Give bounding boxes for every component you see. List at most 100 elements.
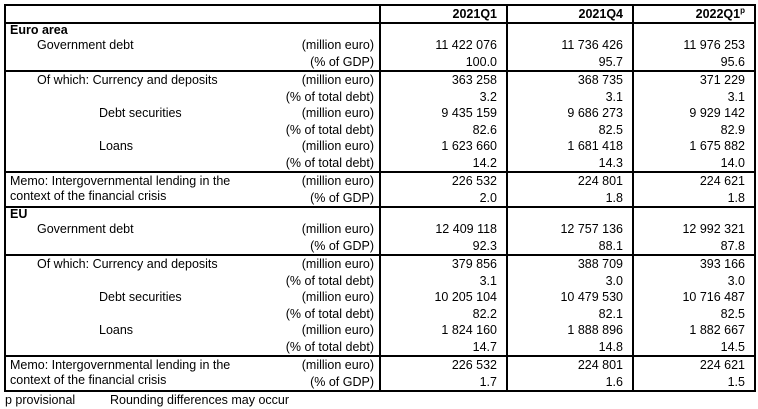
- value-cell-2021q1: 379 856: [379, 254, 507, 273]
- empty-value-cell: [506, 206, 633, 221]
- value-cell-2021q1: 363 258: [379, 70, 507, 89]
- table-row: (% of total debt) 14.7 14.8 14.5: [5, 338, 755, 357]
- value-cell-2022q1: 12 992 321: [632, 221, 755, 238]
- row-unit-label: (% of GDP): [310, 190, 374, 205]
- table-row: Loans (million euro) 1 824 160 1 888 896 1 8…: [5, 322, 755, 339]
- row-label: [5, 122, 241, 139]
- row-unit-label: (% of total debt): [285, 339, 374, 354]
- row-label: Loans: [99, 139, 134, 153]
- value-cell-2021q1: 14.7: [379, 338, 507, 356]
- row-unit-label: (% of total debt): [285, 306, 374, 321]
- table-row: Memo: Intergovernmental lending in the c…: [5, 355, 755, 391]
- section-header-row: EU: [5, 206, 755, 221]
- value-cell-2021q4: 1.8: [506, 189, 633, 207]
- header-col-2022q1: 2022Q1p: [632, 5, 755, 24]
- section-header-row: Euro area: [5, 23, 755, 37]
- value-cell-2021q1: 3.1: [379, 272, 507, 289]
- row-unit-label: (% of total debt): [285, 89, 374, 104]
- header-col-2021q1: 2021Q1: [379, 5, 507, 24]
- value-cell-2021q4: 14.3: [506, 154, 633, 172]
- value-cell-2021q1: 12 409 118: [379, 221, 507, 238]
- header-col-2022q1-label: 2022Q1: [695, 7, 741, 21]
- row-label: Debt securities: [99, 290, 182, 304]
- table-row: (% of total debt) 3.1 3.0 3.0: [5, 272, 755, 290]
- table-row: (% of total debt) 82.6 82.5 82.9: [5, 121, 755, 139]
- row-unit-label: (million euro): [301, 38, 374, 52]
- value-cell-2021q1: 9 435 159: [379, 105, 507, 122]
- value-cell-2021q4: 1 888 896: [506, 322, 633, 339]
- row-unit-label: (million euro): [241, 171, 380, 190]
- value-cell-2021q4: 1.6: [506, 373, 633, 391]
- row-label: [5, 273, 241, 290]
- row-label: Of which: Currency and deposits: [5, 70, 241, 89]
- value-cell-2022q1: 87.8: [632, 237, 755, 255]
- value-cell-2021q1: 92.3: [379, 237, 507, 255]
- row-unit-label: (% of total debt): [285, 122, 374, 137]
- row-unit-label: (million euro): [301, 222, 374, 236]
- value-cell-2021q4: 82.5: [506, 121, 633, 138]
- row-label: Government debt: [37, 38, 134, 52]
- row-label: [5, 155, 241, 173]
- row-label: Debt securities: [99, 106, 182, 120]
- value-cell-2021q4: 14.8: [506, 338, 633, 356]
- value-cell-2021q4: 224 801: [506, 171, 633, 190]
- value-cell-2022q1: 10 716 487: [632, 289, 755, 306]
- table-footnotes: p provisional Rounding differences may o…: [4, 394, 754, 409]
- section-label: EU: [5, 206, 380, 221]
- row-unit-label: (% of total debt): [285, 273, 374, 288]
- value-cell-2021q4: 388 709: [506, 254, 633, 273]
- table-row: (% of GDP) 2.0 1.8 1.8: [5, 189, 755, 207]
- value-cell-2021q4: 1 681 418: [506, 138, 633, 155]
- table-header-row: 2021Q1 2021Q4 2022Q1p: [5, 5, 755, 24]
- section-label: Euro area: [10, 23, 68, 37]
- row-unit-label: (million euro): [301, 290, 374, 304]
- value-cell-2021q4: 11 736 426: [506, 37, 633, 54]
- row-label: [5, 89, 241, 106]
- value-cell-2021q4: 82.1: [506, 305, 633, 322]
- value-cell-2021q1: 10 205 104: [379, 289, 507, 306]
- value-cell-2021q4: 10 479 530: [506, 289, 633, 306]
- value-cell-2021q1: 82.6: [379, 121, 507, 138]
- value-cell-2021q4: 368 735: [506, 70, 633, 89]
- value-cell-2021q4: 95.7: [506, 53, 633, 71]
- row-label: [5, 339, 241, 357]
- provisional-flag-superscript: p: [740, 5, 745, 15]
- empty-value-cell: [632, 206, 755, 221]
- value-cell-2021q4: 9 686 273: [506, 105, 633, 122]
- value-cell-2022q1: 1 675 882: [632, 138, 755, 155]
- row-label-memo: Memo: Intergovernmental lending in the c…: [5, 355, 241, 391]
- value-cell-2021q4: 88.1: [506, 237, 633, 255]
- value-cell-2022q1: 1 882 667: [632, 322, 755, 339]
- row-label: [5, 306, 241, 323]
- value-cell-2021q1: 11 422 076: [379, 37, 507, 54]
- row-unit-label: (million euro): [301, 106, 374, 120]
- value-cell-2021q1: 1.7: [379, 373, 507, 391]
- table-row: (% of total debt) 14.2 14.3 14.0: [5, 154, 755, 173]
- table-row: (% of total debt) 82.2 82.1 82.5: [5, 305, 755, 323]
- table-row: Government debt (million euro) 12 409 118 1…: [5, 221, 755, 238]
- value-cell-2021q1: 1 824 160: [379, 322, 507, 339]
- value-cell-2021q4: 3.1: [506, 88, 633, 105]
- table-row: (% of total debt) 3.2 3.1 3.1: [5, 88, 755, 106]
- header-col-2021q4: 2021Q4: [506, 5, 633, 24]
- table-row: Debt securities (million euro) 10 205 104 1…: [5, 289, 755, 306]
- value-cell-2022q1: 82.5: [632, 305, 755, 322]
- row-unit-label: (million euro): [301, 139, 374, 153]
- table-row: Memo: Intergovernmental lending in the c…: [5, 171, 755, 207]
- table-row: (% of GDP) 100.0 95.7 95.6: [5, 53, 755, 71]
- empty-value-cell: [632, 23, 755, 37]
- table-row: Government debt (million euro) 11 422 076 1…: [5, 37, 755, 54]
- row-unit-label: (% of total debt): [285, 155, 374, 170]
- table-row: Of which: Currency and deposits (million …: [5, 70, 755, 89]
- value-cell-2022q1: 14.0: [632, 154, 755, 172]
- empty-value-cell: [379, 206, 507, 221]
- value-cell-2022q1: 1.5: [632, 373, 755, 391]
- table-row: Loans (million euro) 1 623 660 1 681 418 1 6…: [5, 138, 755, 155]
- value-cell-2022q1: 14.5: [632, 338, 755, 356]
- value-cell-2022q1: 224 621: [632, 355, 755, 374]
- row-label: [5, 238, 241, 256]
- row-unit-label: (million euro): [241, 355, 380, 374]
- value-cell-2021q1: 100.0: [379, 53, 507, 71]
- value-cell-2021q4: 3.0: [506, 272, 633, 289]
- value-cell-2022q1: 3.0: [632, 272, 755, 289]
